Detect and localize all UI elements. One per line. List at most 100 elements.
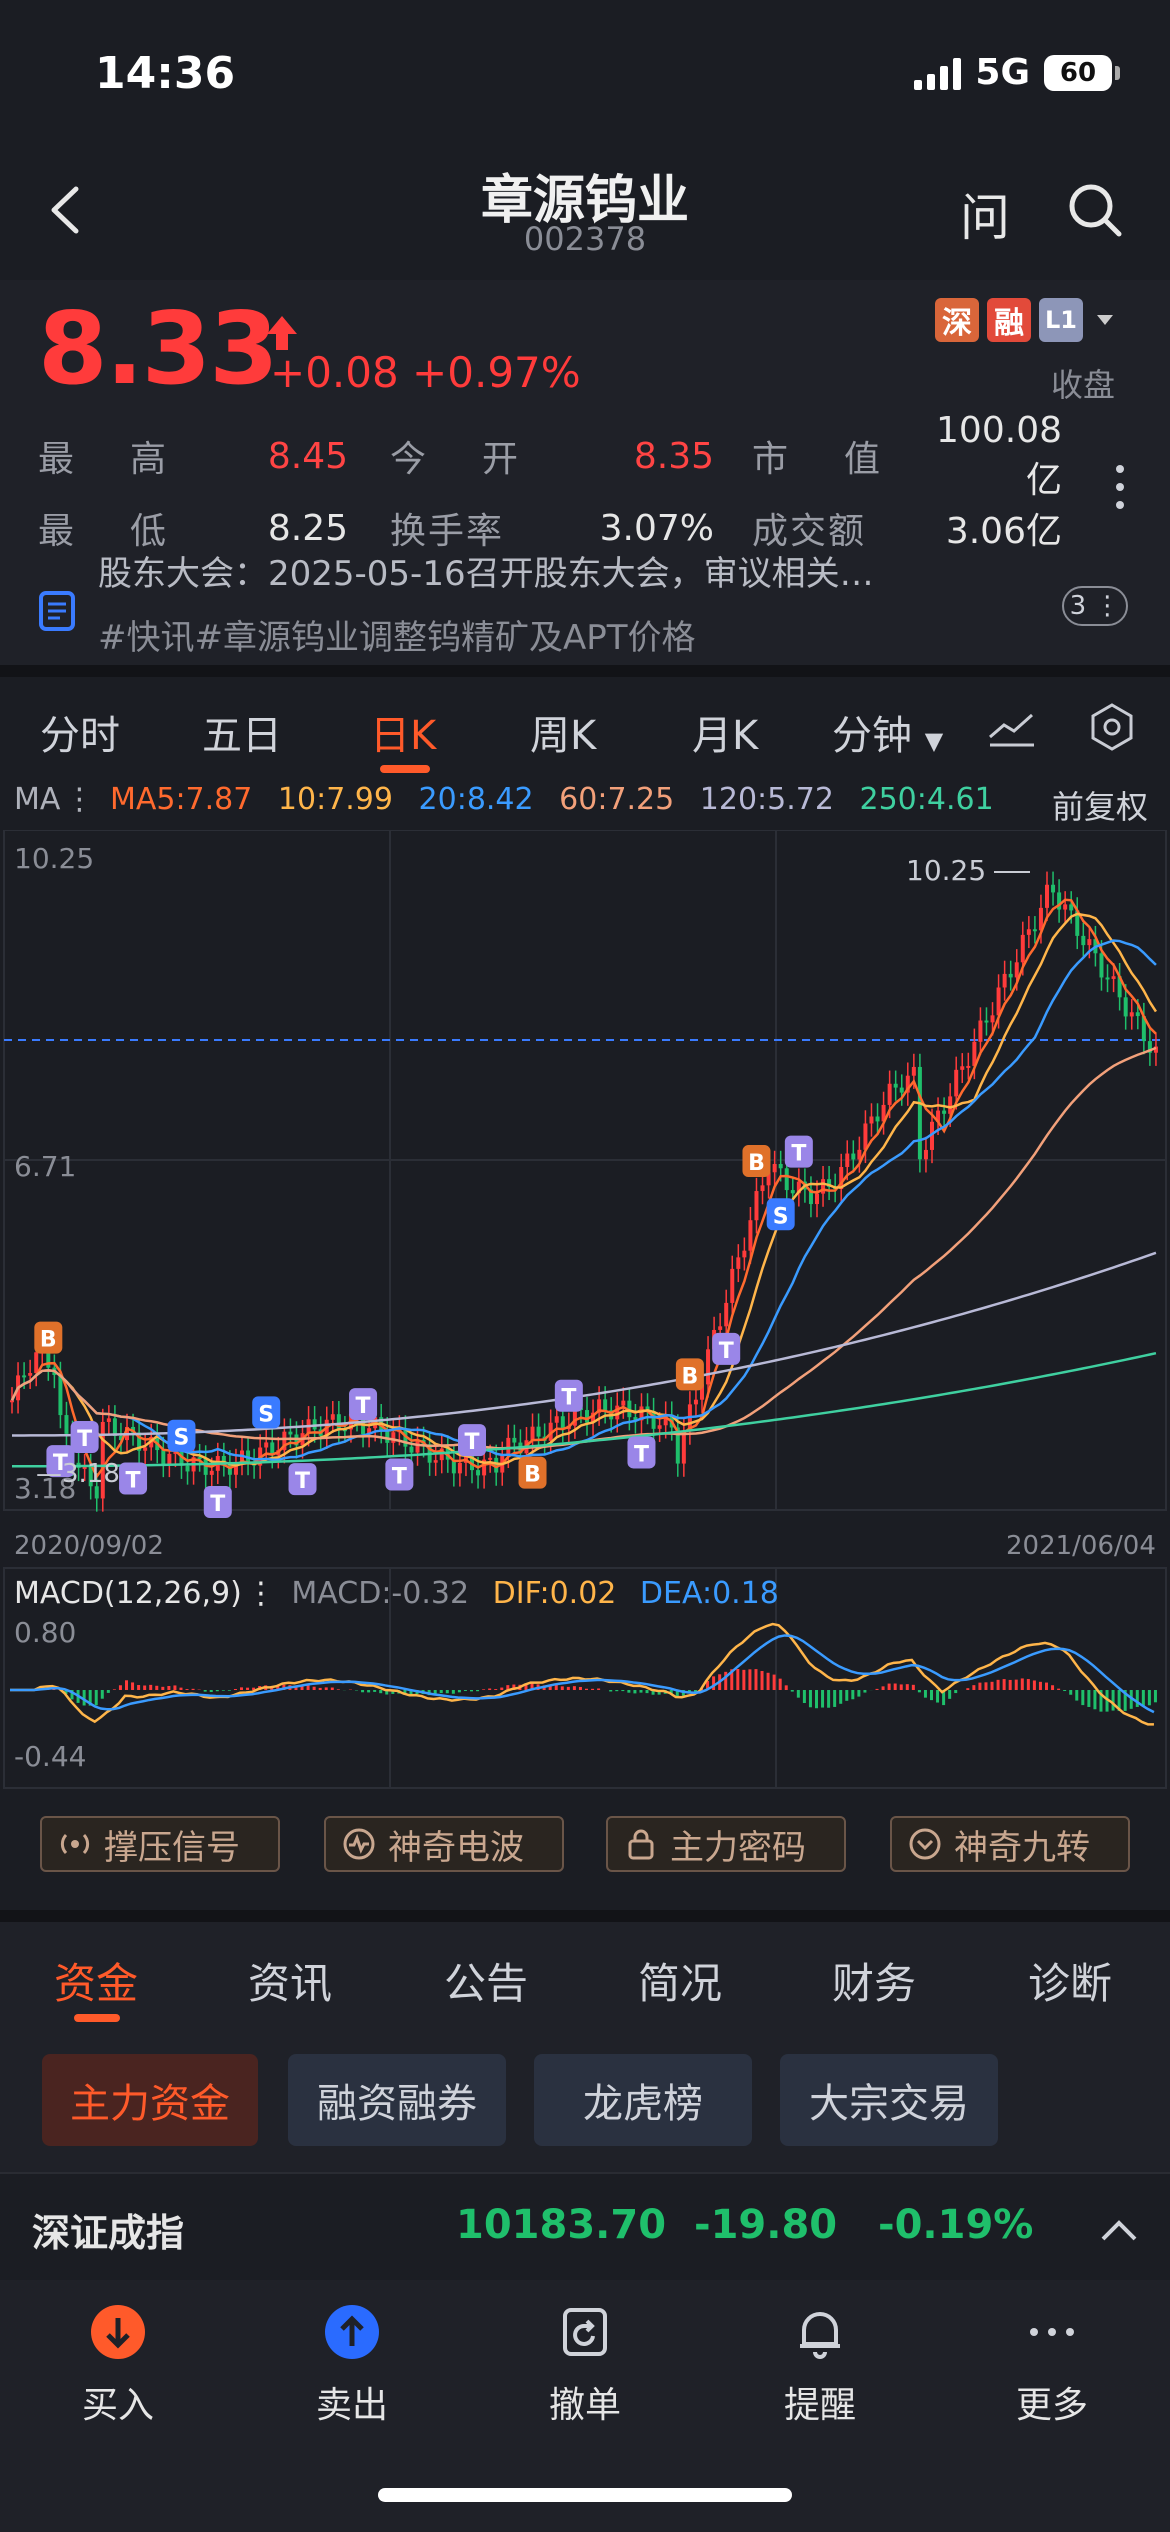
tab-diagnosis[interactable]: 诊断 bbox=[1028, 1959, 1113, 2008]
stock-tags[interactable]: 深 融 L1 bbox=[935, 298, 1115, 342]
macd-bar bbox=[324, 1687, 328, 1690]
candle-body bbox=[591, 1412, 596, 1423]
chart-period-tabs: 分时 五日 日K 周K 月K 分钟 ▼ bbox=[0, 677, 1170, 777]
macd-bar bbox=[899, 1684, 903, 1690]
subtab-margin-trading[interactable]: 融资融券 bbox=[288, 2054, 506, 2146]
more-stats-icon[interactable] bbox=[1116, 465, 1126, 519]
max-price-marker: 10.25 bbox=[906, 854, 986, 887]
tab-financials[interactable]: 财务 bbox=[832, 1959, 917, 2008]
caret-down-icon[interactable] bbox=[1095, 313, 1115, 327]
active-tab-indicator bbox=[74, 2014, 120, 2022]
signal-marker-label: S bbox=[174, 1426, 190, 1451]
candle-body bbox=[64, 1415, 69, 1434]
macd-bar bbox=[336, 1689, 340, 1690]
macd-bar bbox=[367, 1690, 371, 1693]
more-button[interactable]: 更多 bbox=[982, 2302, 1122, 2428]
candle-body bbox=[700, 1384, 704, 1400]
drawing-tool-icon[interactable] bbox=[986, 707, 1038, 749]
tab-news[interactable]: 资讯 bbox=[248, 1959, 333, 2008]
candle-body bbox=[960, 1066, 965, 1070]
macd-bar bbox=[88, 1690, 92, 1706]
macd-bar bbox=[209, 1690, 213, 1693]
macd-bar bbox=[760, 1671, 764, 1690]
candle-body bbox=[506, 1437, 511, 1455]
stock-code: 002378 bbox=[523, 220, 647, 258]
candle-body bbox=[106, 1418, 111, 1422]
tab-monthly-k[interactable]: 月K bbox=[692, 713, 759, 759]
macd-bar bbox=[1135, 1690, 1139, 1707]
macd-bar bbox=[730, 1669, 734, 1690]
stat-label-turnover: 换手率 bbox=[390, 511, 505, 552]
macd-bar bbox=[833, 1690, 837, 1707]
tab-five-day[interactable]: 五日 bbox=[202, 713, 282, 759]
chart-frame bbox=[3, 830, 1167, 1511]
cancel-order-button[interactable]: 撤单 bbox=[515, 2302, 655, 2428]
info-tabs: 资金 资讯 公告 简况 财务 诊断 bbox=[0, 1922, 1170, 2042]
macd-bar bbox=[330, 1687, 334, 1690]
support-resistance-button[interactable]: 撑压信号 bbox=[40, 1816, 280, 1872]
tab-weekly-k[interactable]: 周K bbox=[530, 713, 597, 759]
candle-body bbox=[143, 1447, 148, 1451]
tab-minute[interactable]: 分钟 ▼ bbox=[832, 703, 943, 761]
macd-bar bbox=[808, 1690, 812, 1708]
main-force-code-button[interactable]: 主力密码 bbox=[606, 1816, 846, 1872]
tab-intraday[interactable]: 分时 bbox=[40, 713, 120, 759]
alert-button[interactable]: 提醒 bbox=[750, 2302, 890, 2428]
macd-bar bbox=[790, 1690, 794, 1692]
candle-body bbox=[336, 1414, 341, 1430]
macd-bar bbox=[312, 1686, 316, 1690]
radio-wave-icon bbox=[60, 1833, 90, 1855]
subtab-dragon-tiger[interactable]: 龙虎榜 bbox=[534, 2054, 752, 2146]
ask-button[interactable]: 问 bbox=[960, 189, 1010, 247]
back-icon[interactable] bbox=[46, 185, 86, 235]
macd-bar bbox=[106, 1690, 110, 1693]
search-icon[interactable] bbox=[1065, 180, 1125, 240]
candle-body bbox=[264, 1442, 269, 1448]
magic-wave-button[interactable]: 神奇电波 bbox=[324, 1816, 564, 1872]
tab-daily-k[interactable]: 日K bbox=[370, 713, 437, 759]
sell-button[interactable]: 卖出 bbox=[282, 2302, 422, 2428]
macd-bar bbox=[112, 1689, 116, 1690]
news-count-badge[interactable]: 3 ⋮ bbox=[1062, 586, 1128, 626]
chevron-up-icon[interactable] bbox=[1100, 2218, 1138, 2242]
candle-body bbox=[94, 1486, 99, 1499]
ma10-value: 10:7.99 bbox=[277, 782, 393, 817]
tab-profile[interactable]: 简况 bbox=[638, 1959, 723, 2008]
magic-nine-button[interactable]: 神奇九转 bbox=[890, 1816, 1130, 1872]
candle-body bbox=[391, 1432, 396, 1443]
buy-button[interactable]: 买入 bbox=[48, 2302, 188, 2428]
ma-line bbox=[10, 898, 1157, 1479]
candle-body bbox=[1063, 904, 1068, 910]
macd-bar bbox=[639, 1690, 643, 1693]
macd-bar bbox=[82, 1690, 86, 1706]
candle-body bbox=[905, 1075, 910, 1093]
macd-bar bbox=[585, 1688, 588, 1690]
tab-funds[interactable]: 资金 bbox=[54, 1959, 139, 2008]
macd-bar bbox=[1099, 1690, 1103, 1712]
index-ticker[interactable]: 深证成指 10183.70 -19.80 -0.19% bbox=[0, 2172, 1170, 2280]
divider bbox=[0, 665, 1170, 677]
macd-bar bbox=[578, 1686, 582, 1690]
macd-bar bbox=[506, 1685, 510, 1690]
macd-bar bbox=[306, 1685, 310, 1690]
adjust-mode-button[interactable]: 前复权 bbox=[1051, 788, 1148, 826]
subtab-main-funds[interactable]: 主力资金 bbox=[42, 2054, 258, 2146]
macd-bar bbox=[784, 1685, 788, 1690]
tab-announcements[interactable]: 公告 bbox=[444, 1959, 529, 2008]
chevron-down-icon: ▼ bbox=[924, 727, 944, 755]
macd-bar bbox=[1105, 1690, 1109, 1712]
settings-icon[interactable] bbox=[1086, 701, 1138, 753]
fund-subtabs: 主力资金 融资融券 龙虎榜 大宗交易 bbox=[0, 2042, 1170, 2172]
news-count: 3 bbox=[1069, 591, 1087, 621]
news-ticker[interactable]: 股东大会：2025-05-16召开股东大会，审议相关… #快讯#章源钨业调整钨精… bbox=[38, 550, 1128, 665]
subtab-block-trade[interactable]: 大宗交易 bbox=[780, 2054, 998, 2146]
candle-body bbox=[639, 1406, 644, 1421]
macd-bar bbox=[1038, 1681, 1042, 1690]
candle-body bbox=[585, 1410, 589, 1423]
macd-bar bbox=[179, 1687, 183, 1690]
news-headline-next: #快讯#章源钨业调整钨精矿及APT价格 bbox=[98, 618, 696, 658]
macd-bar bbox=[246, 1687, 250, 1690]
candle-body bbox=[875, 1116, 880, 1122]
signal-marker-label: T bbox=[719, 1339, 734, 1364]
